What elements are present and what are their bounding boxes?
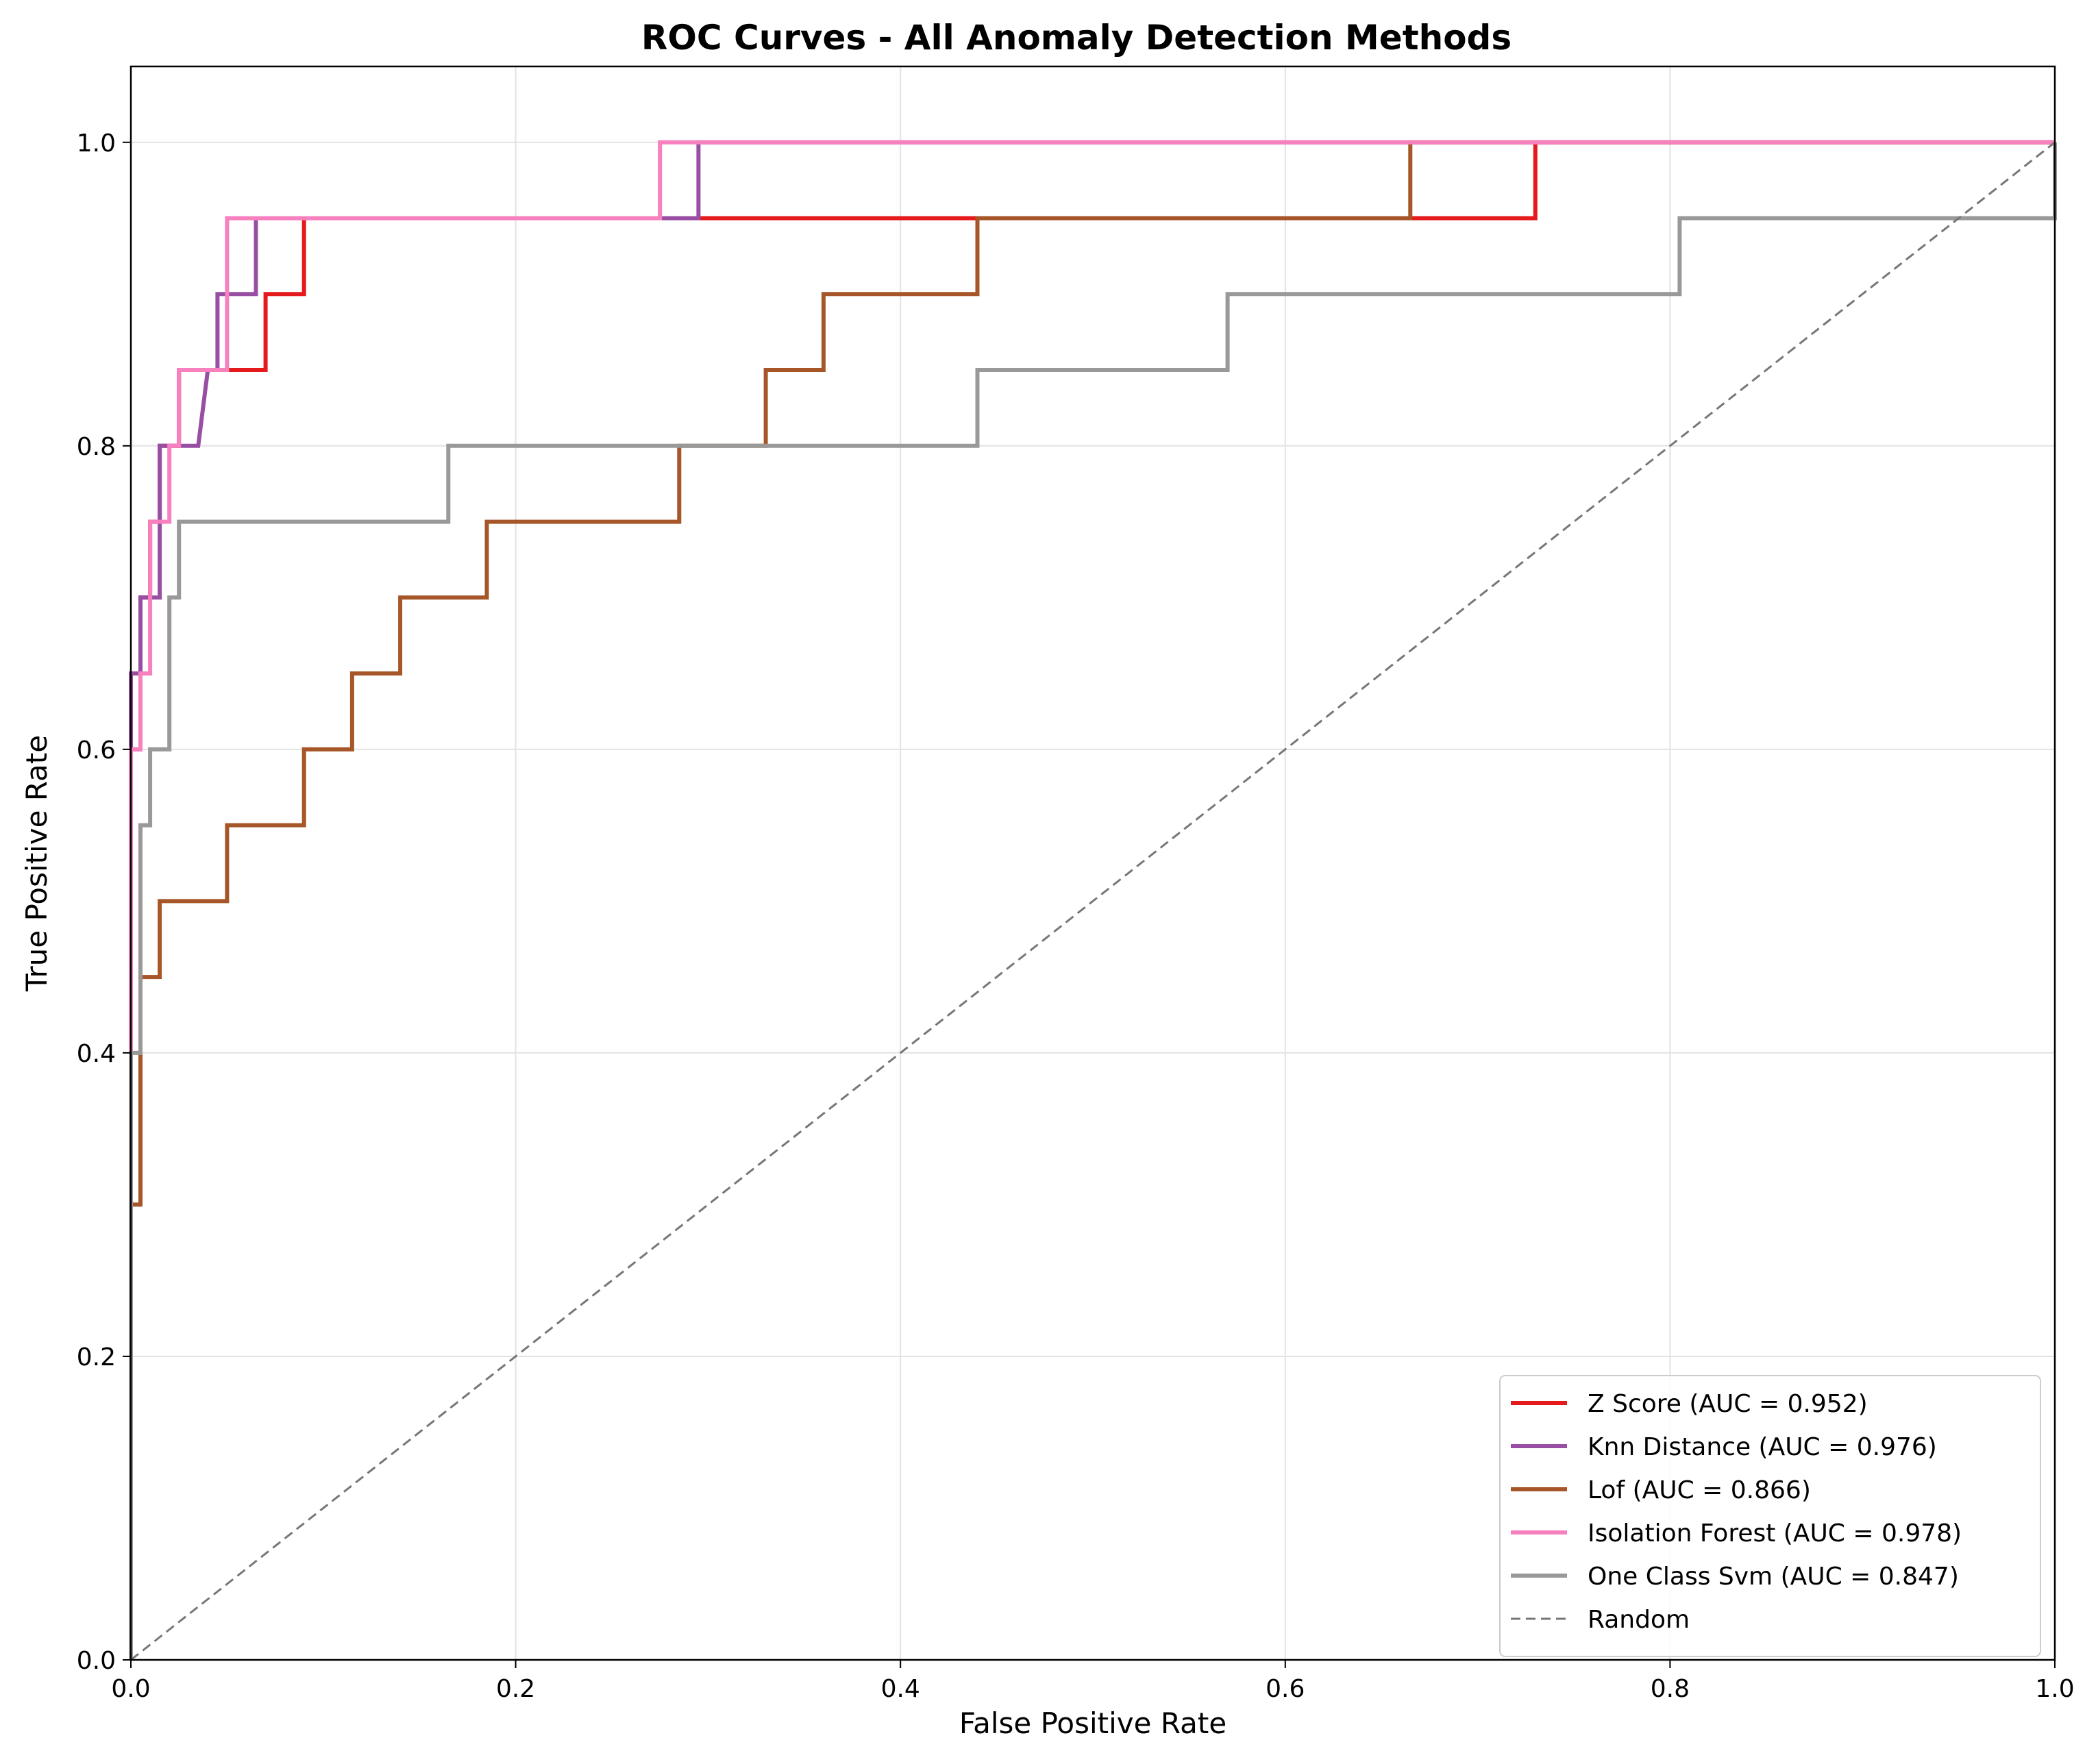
x-axis-ticks: 0.0 0.2 0.4 0.6 0.8 1.0 [111, 1660, 2075, 1703]
y-axis-label: True Positive Rate [20, 735, 53, 992]
y-tick-label: 0.6 [77, 736, 116, 765]
plot-frame [129, 65, 2056, 1661]
series-line-one-class-svm [129, 142, 2057, 1660]
y-tick-label: 0.8 [77, 433, 116, 461]
y-axis-ticks: 0.0 0.2 0.4 0.6 0.8 1.0 [77, 129, 131, 1675]
x-tick-label: 0.8 [1651, 1675, 1690, 1703]
chart-title: ROC Curves - All Anomaly Detection Metho… [641, 18, 1512, 58]
legend-label: One Class Svm (AUC = 0.847) [1588, 1563, 1959, 1591]
x-tick-label: 0.2 [496, 1675, 535, 1703]
legend: Z Score (AUC = 0.952) Knn Distance (AUC =… [1499, 1375, 2041, 1657]
series-line-random [130, 141, 2056, 1661]
y-tick-label: 1.0 [77, 129, 116, 158]
x-axis-label: False Positive Rate [959, 1706, 1226, 1740]
legend-label: Isolation Forest (AUC = 0.978) [1588, 1519, 1962, 1548]
legend-label: Lof (AUC = 0.866) [1588, 1476, 1811, 1504]
series-line-isolation-forest [129, 140, 2055, 1660]
x-tick-label: 0.0 [111, 1675, 150, 1703]
x-tick-label: 0.6 [1266, 1675, 1305, 1703]
series-layer [129, 140, 2057, 1661]
legend-label: Knn Distance (AUC = 0.976) [1588, 1433, 1937, 1461]
series-line-lof [129, 140, 2055, 1660]
legend-box [1499, 1375, 2041, 1657]
y-tick-label: 0.4 [77, 1040, 116, 1068]
y-tick-label: 0.0 [77, 1647, 116, 1675]
x-tick-label: 1.0 [2035, 1675, 2074, 1703]
y-tick-label: 0.2 [77, 1343, 116, 1371]
grid [130, 66, 2056, 1661]
legend-label: Z Score (AUC = 0.952) [1588, 1390, 1868, 1418]
x-tick-label: 0.4 [881, 1675, 920, 1703]
legend-label: Random [1588, 1606, 1690, 1634]
